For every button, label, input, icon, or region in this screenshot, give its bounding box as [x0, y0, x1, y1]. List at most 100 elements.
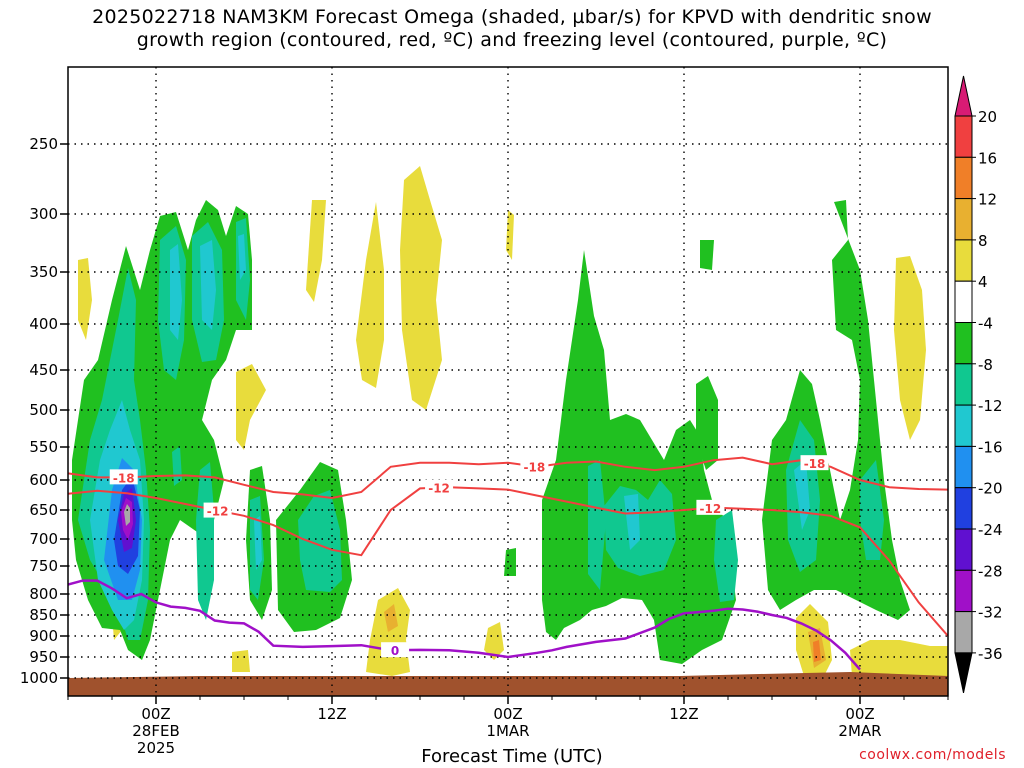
- y-tick-label: 950: [29, 648, 58, 666]
- contour-label-bg: [800, 455, 829, 471]
- x-tick-label: 28FEB: [132, 722, 179, 740]
- y-tick-label: 600: [29, 471, 58, 489]
- colorbar-cell: [954, 528, 973, 571]
- colorbar-cell: [954, 569, 973, 613]
- y-tick-label: 550: [29, 438, 58, 456]
- y-tick-label: 650: [29, 501, 58, 519]
- y-tick-label: 350: [29, 263, 58, 281]
- colorbar-cell: [954, 322, 973, 365]
- x-tick-label: 12Z: [317, 705, 346, 723]
- colorbar-cell: [954, 611, 973, 654]
- omega-shade-yellow: [236, 364, 266, 450]
- title-line-1: 2025022718 NAM3KM Forecast Omega (shaded…: [92, 6, 932, 28]
- omega-shade-yellow: [484, 622, 504, 660]
- contour-label: -18: [804, 457, 826, 471]
- y-tick-label: 1000: [20, 669, 58, 687]
- omega-shade-grey: [124, 504, 130, 526]
- chart-title: 2025022718 NAM3KM Forecast Omega (shaded…: [0, 6, 1024, 52]
- colorbar-label: 16: [978, 149, 997, 167]
- y-tick-label: 400: [29, 315, 58, 333]
- ground-surface: [68, 672, 948, 696]
- contour-label: -12: [207, 505, 229, 519]
- colorbar-cell: [954, 487, 973, 530]
- omega-shade-cyan: [254, 516, 262, 570]
- contour-label-bg: [203, 502, 232, 518]
- y-tick-label: 250: [29, 135, 58, 153]
- colorbar-cell: [954, 156, 973, 200]
- colorbar-cell: [954, 280, 973, 324]
- omega-shade-cyan: [170, 244, 182, 340]
- omega-shade-aquamarine: [588, 460, 606, 590]
- y-tick-label: 850: [29, 606, 58, 624]
- omega-shade-yellow: [78, 258, 92, 340]
- colorbar-label: -16: [978, 438, 1003, 456]
- y-tick-label: 450: [29, 361, 58, 379]
- x-axis-title: Forecast Time (UTC): [421, 746, 603, 767]
- contour-label-bg: [696, 499, 725, 515]
- x-tick-label: 1MAR: [486, 722, 529, 740]
- colorbar-cell: [954, 115, 973, 158]
- freezing-level-line: [68, 579, 861, 671]
- y-tick-label: 750: [29, 557, 58, 575]
- omega-shade-yellow: [232, 650, 250, 672]
- contour-label: -12: [700, 502, 722, 516]
- omega-shade-cyan: [238, 234, 246, 280]
- contour-labels: -18 -18 -18 -12 -12 -12 0: [109, 455, 829, 658]
- y-tick-label: 900: [29, 627, 58, 645]
- omega-shade-cyan: [200, 240, 216, 330]
- contour-label-bg: [381, 642, 410, 658]
- colorbar: 20 16 12 8 4 -4 -8 -12 -16 -20 -24 -28 -32 -36: [954, 75, 1003, 694]
- colorbar-label: -4: [978, 315, 993, 333]
- colorbar-cell: [954, 404, 973, 447]
- colorbar-label: -20: [978, 480, 1003, 498]
- credit-text: coolwx.com/models: [859, 747, 1006, 763]
- omega-shade-yellow: [850, 640, 948, 676]
- omega-shade-yellow: [306, 200, 326, 302]
- contour-label-bg: [425, 479, 454, 495]
- contour-label: -18: [524, 460, 546, 474]
- contour-label-bg: [109, 469, 138, 485]
- omega-shade-orange: [384, 604, 398, 632]
- colorbar-label: 4: [978, 273, 988, 291]
- omega-shade-aquamarine: [604, 480, 676, 576]
- y-tick-label: 700: [29, 530, 58, 548]
- omega-shade-yellow: [356, 202, 384, 388]
- x-tick-label: 12Z: [669, 705, 698, 723]
- colorbar-label: -28: [978, 562, 1003, 580]
- colorbar-label: -24: [978, 521, 1003, 539]
- colorbar-label: -8: [978, 356, 993, 374]
- colorbar-label: -36: [978, 645, 1003, 663]
- omega-shade-dark-orange: [813, 640, 821, 662]
- colorbar-label: -32: [978, 604, 1003, 622]
- colorbar-bottom-arrow: [954, 652, 973, 694]
- x-tick-label: 00Z: [141, 705, 170, 723]
- y-axis: 1000 950 900 850 800 750 700 650 600 550 500 450 400…: [20, 135, 68, 687]
- title-line-2: growth region (contoured, red, ºC) and f…: [136, 29, 888, 51]
- y-tick-label: 800: [29, 585, 58, 603]
- colorbar-label: 8: [978, 232, 988, 250]
- omega-shading: [72, 166, 948, 676]
- vertical-gridlines: [155, 67, 861, 696]
- contour-label: 0: [391, 644, 399, 658]
- omega-shade-yellow: [400, 166, 442, 410]
- omega-shade-aquamarine: [196, 462, 214, 620]
- colorbar-label: 20: [978, 108, 997, 126]
- contour-label-bg: [520, 458, 549, 474]
- x-tick-label: 2MAR: [838, 722, 881, 740]
- contour-label: -12: [428, 482, 450, 496]
- omega-shade-aquamarine: [714, 510, 738, 602]
- omega-shade-green: [504, 548, 516, 576]
- colorbar-cell: [954, 445, 973, 489]
- x-tick-label: 2025: [137, 739, 175, 757]
- contour-label: -18: [113, 471, 135, 485]
- y-tick-label: 300: [29, 205, 58, 223]
- colorbar-label: -12: [978, 397, 1003, 415]
- x-tick-label: 00Z: [493, 705, 522, 723]
- colorbar-cell: [954, 198, 973, 241]
- omega-shade-cyan: [624, 494, 640, 550]
- y-tick-label: 500: [29, 401, 58, 419]
- omega-shade-yellow: [506, 210, 514, 260]
- x-tick-label: 00Z: [845, 705, 874, 723]
